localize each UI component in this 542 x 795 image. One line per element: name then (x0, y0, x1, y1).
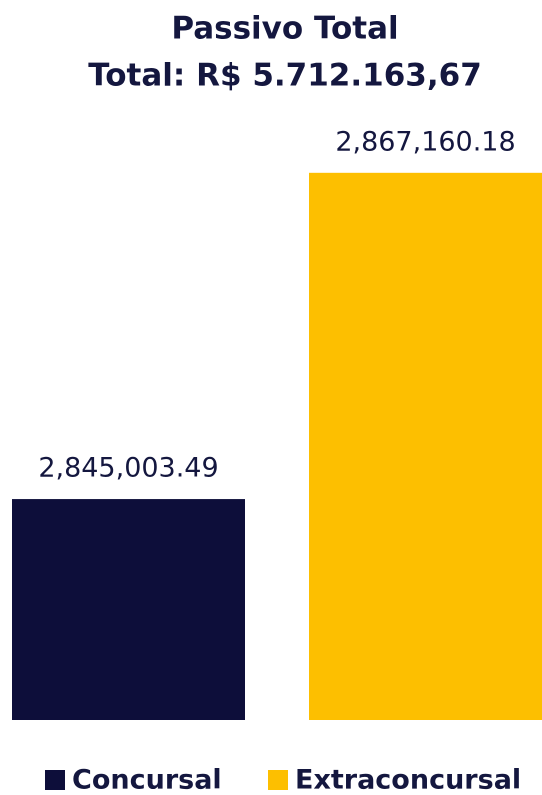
bar (309, 172, 542, 720)
bar (12, 499, 245, 720)
legend-swatch (45, 770, 65, 790)
legend-label: Concursal (72, 765, 222, 795)
value-label: 2,867,160.18 (335, 126, 515, 157)
legend-swatch (268, 770, 288, 790)
chart-subtitle: Total: R$ 5.712.163,67 (88, 58, 482, 94)
value-label: 2,845,003.49 (38, 453, 218, 484)
legend-label: Extraconcursal (295, 765, 521, 795)
chart-title: Passivo Total (171, 11, 398, 47)
